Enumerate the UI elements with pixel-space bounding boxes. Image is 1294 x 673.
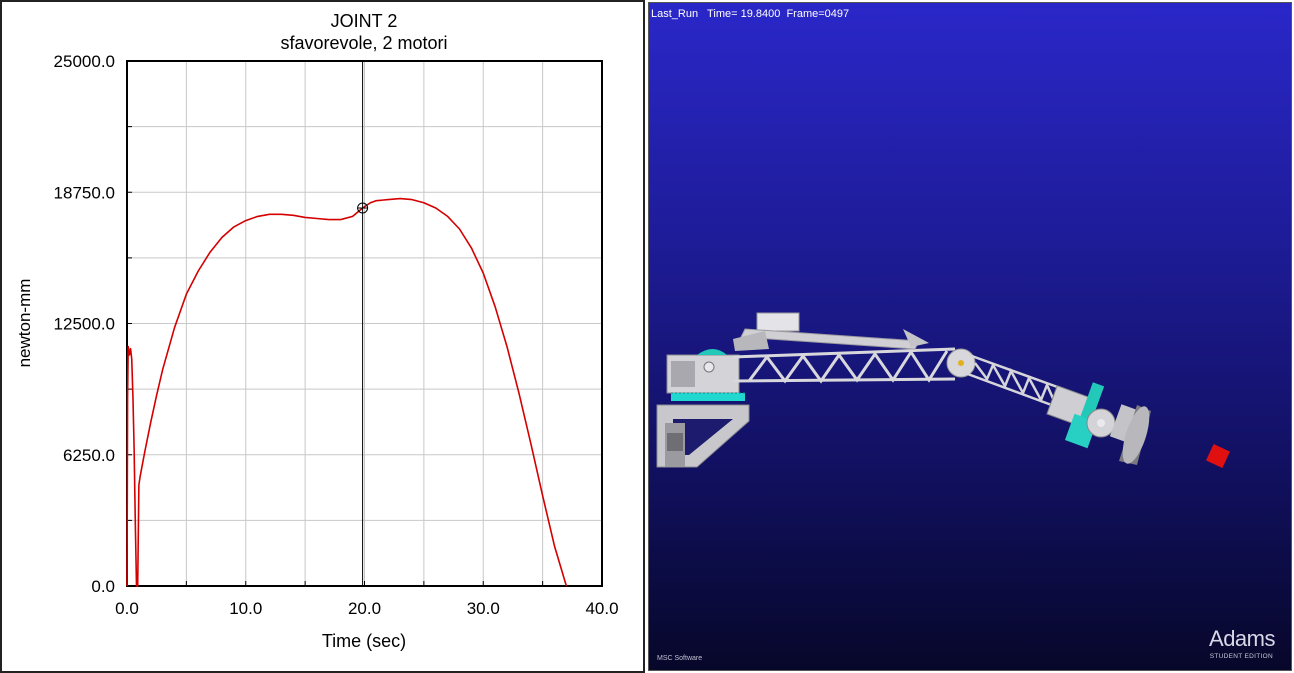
series-line — [126, 197, 568, 587]
student-edition-label: STUDENT EDITION — [1209, 653, 1273, 660]
x-axis-label: Time (sec) — [322, 631, 406, 651]
tick-layer — [127, 126, 544, 586]
x-tick-label: 10.0 — [229, 599, 262, 618]
x-tick-label: 40.0 — [585, 599, 618, 618]
y-tick-label: 6250.0 — [63, 446, 115, 465]
plot-frame — [126, 60, 603, 587]
robot-arm-model — [656, 312, 1230, 468]
chart-title: JOINT 2 — [331, 11, 398, 31]
y-tick-label: 25000.0 — [54, 52, 115, 71]
shoulder-gear-teeth — [671, 392, 745, 401]
cursor-layer — [357, 61, 369, 586]
actuator-cylinder — [733, 312, 929, 351]
forearm-truss — [964, 353, 1064, 409]
line-chart: JOINT 2 sfavorevole, 2 motori 0.0 10.0 20.… — [15, 11, 619, 651]
y-tick-label: 12500.0 — [54, 315, 115, 334]
x-tick-label: 20.0 — [348, 599, 381, 618]
msc-software-logo: MSC Software — [657, 655, 703, 662]
tick-label-layer: 0.0 10.0 20.0 30.0 40.0 0.0 6250.0 12500.0 18750… — [54, 52, 619, 618]
adams-logo: Adams — [1209, 626, 1275, 651]
upper-arm-truss — [732, 347, 956, 384]
y-tick-label: 18750.0 — [54, 183, 115, 202]
plot-panel: JOINT 2 sfavorevole, 2 motori 0.0 10.0 20.… — [0, 0, 645, 673]
y-tick-label: 0.0 — [91, 577, 115, 596]
shoulder-motor — [666, 349, 745, 401]
animation-viewport[interactable]: Last_Run Time= 19.8400 Frame=0497 — [648, 2, 1292, 671]
x-tick-label: 30.0 — [467, 599, 500, 618]
grid-layer — [127, 61, 602, 586]
x-tick-label: 0.0 — [115, 599, 139, 618]
chart-subtitle: sfavorevole, 2 motori — [280, 33, 447, 53]
end-effector — [1119, 405, 1151, 465]
run-info-label: Last_Run Time= 19.8400 Frame=0497 — [651, 8, 850, 20]
elbow-joint — [946, 348, 976, 378]
base-bracket — [656, 404, 750, 468]
series-layer — [126, 197, 568, 587]
target-marker — [1206, 444, 1230, 468]
y-axis-label: newton-mm — [15, 279, 34, 368]
